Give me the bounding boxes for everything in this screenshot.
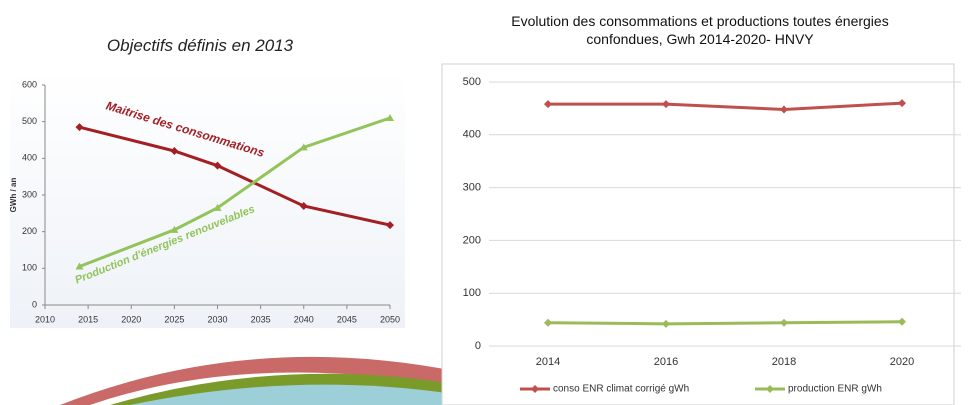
x-tick-label: 2045: [337, 314, 357, 324]
x-tick-label: 2025: [164, 314, 184, 324]
chart-frame: [442, 64, 954, 405]
x-tick-label: 2014: [536, 356, 560, 368]
x-tick-label: 2050: [380, 314, 400, 324]
x-tick-label: 2030: [207, 314, 227, 324]
x-tick-label: 2020: [121, 314, 141, 324]
y-axis-label: GWh / an: [9, 178, 18, 213]
y-tick-label: 500: [463, 76, 481, 88]
charts: 2010 2015 2020 2025 2030 2035 2040 2045 2050 GWh …: [0, 0, 969, 405]
page: 2010 2015 2020 2025 2030 2035 2040 2045 2050 GWh …: [0, 0, 969, 405]
y-tick-label: 100: [463, 287, 481, 299]
y-tick-label: 400: [22, 153, 37, 163]
x-tick-label: 2015: [78, 314, 98, 324]
x-tick-label: 2018: [772, 356, 796, 368]
y-tick-label: 100: [22, 263, 37, 273]
y-tick-label: 200: [463, 234, 481, 246]
legend-label: production ENR gWh: [788, 384, 882, 395]
y-tick-label: 400: [463, 129, 481, 141]
chart-title: Objectifs définis en 2013: [60, 36, 340, 56]
y-tick-label: 0: [32, 299, 37, 309]
plot-background: [10, 70, 405, 328]
x-tick-label: 2020: [890, 356, 914, 368]
legend-label: conso ENR climat corrigé gWh: [553, 384, 689, 395]
x-tick-label: 2040: [294, 314, 314, 324]
x-tick-label: 2016: [654, 356, 678, 368]
y-tick-label: 300: [463, 182, 481, 194]
y-tick-label: 200: [22, 226, 37, 236]
y-tick-label: 300: [22, 189, 37, 199]
y-tick-label: 600: [22, 79, 37, 89]
y-tick-label: 0: [475, 340, 481, 352]
series-line: [548, 322, 902, 324]
x-tick-label: 2010: [35, 314, 55, 324]
x-tick-label: 2035: [251, 314, 271, 324]
y-tick-label: 500: [22, 116, 37, 126]
chart-title: Evolution des consommations et productio…: [480, 12, 920, 48]
